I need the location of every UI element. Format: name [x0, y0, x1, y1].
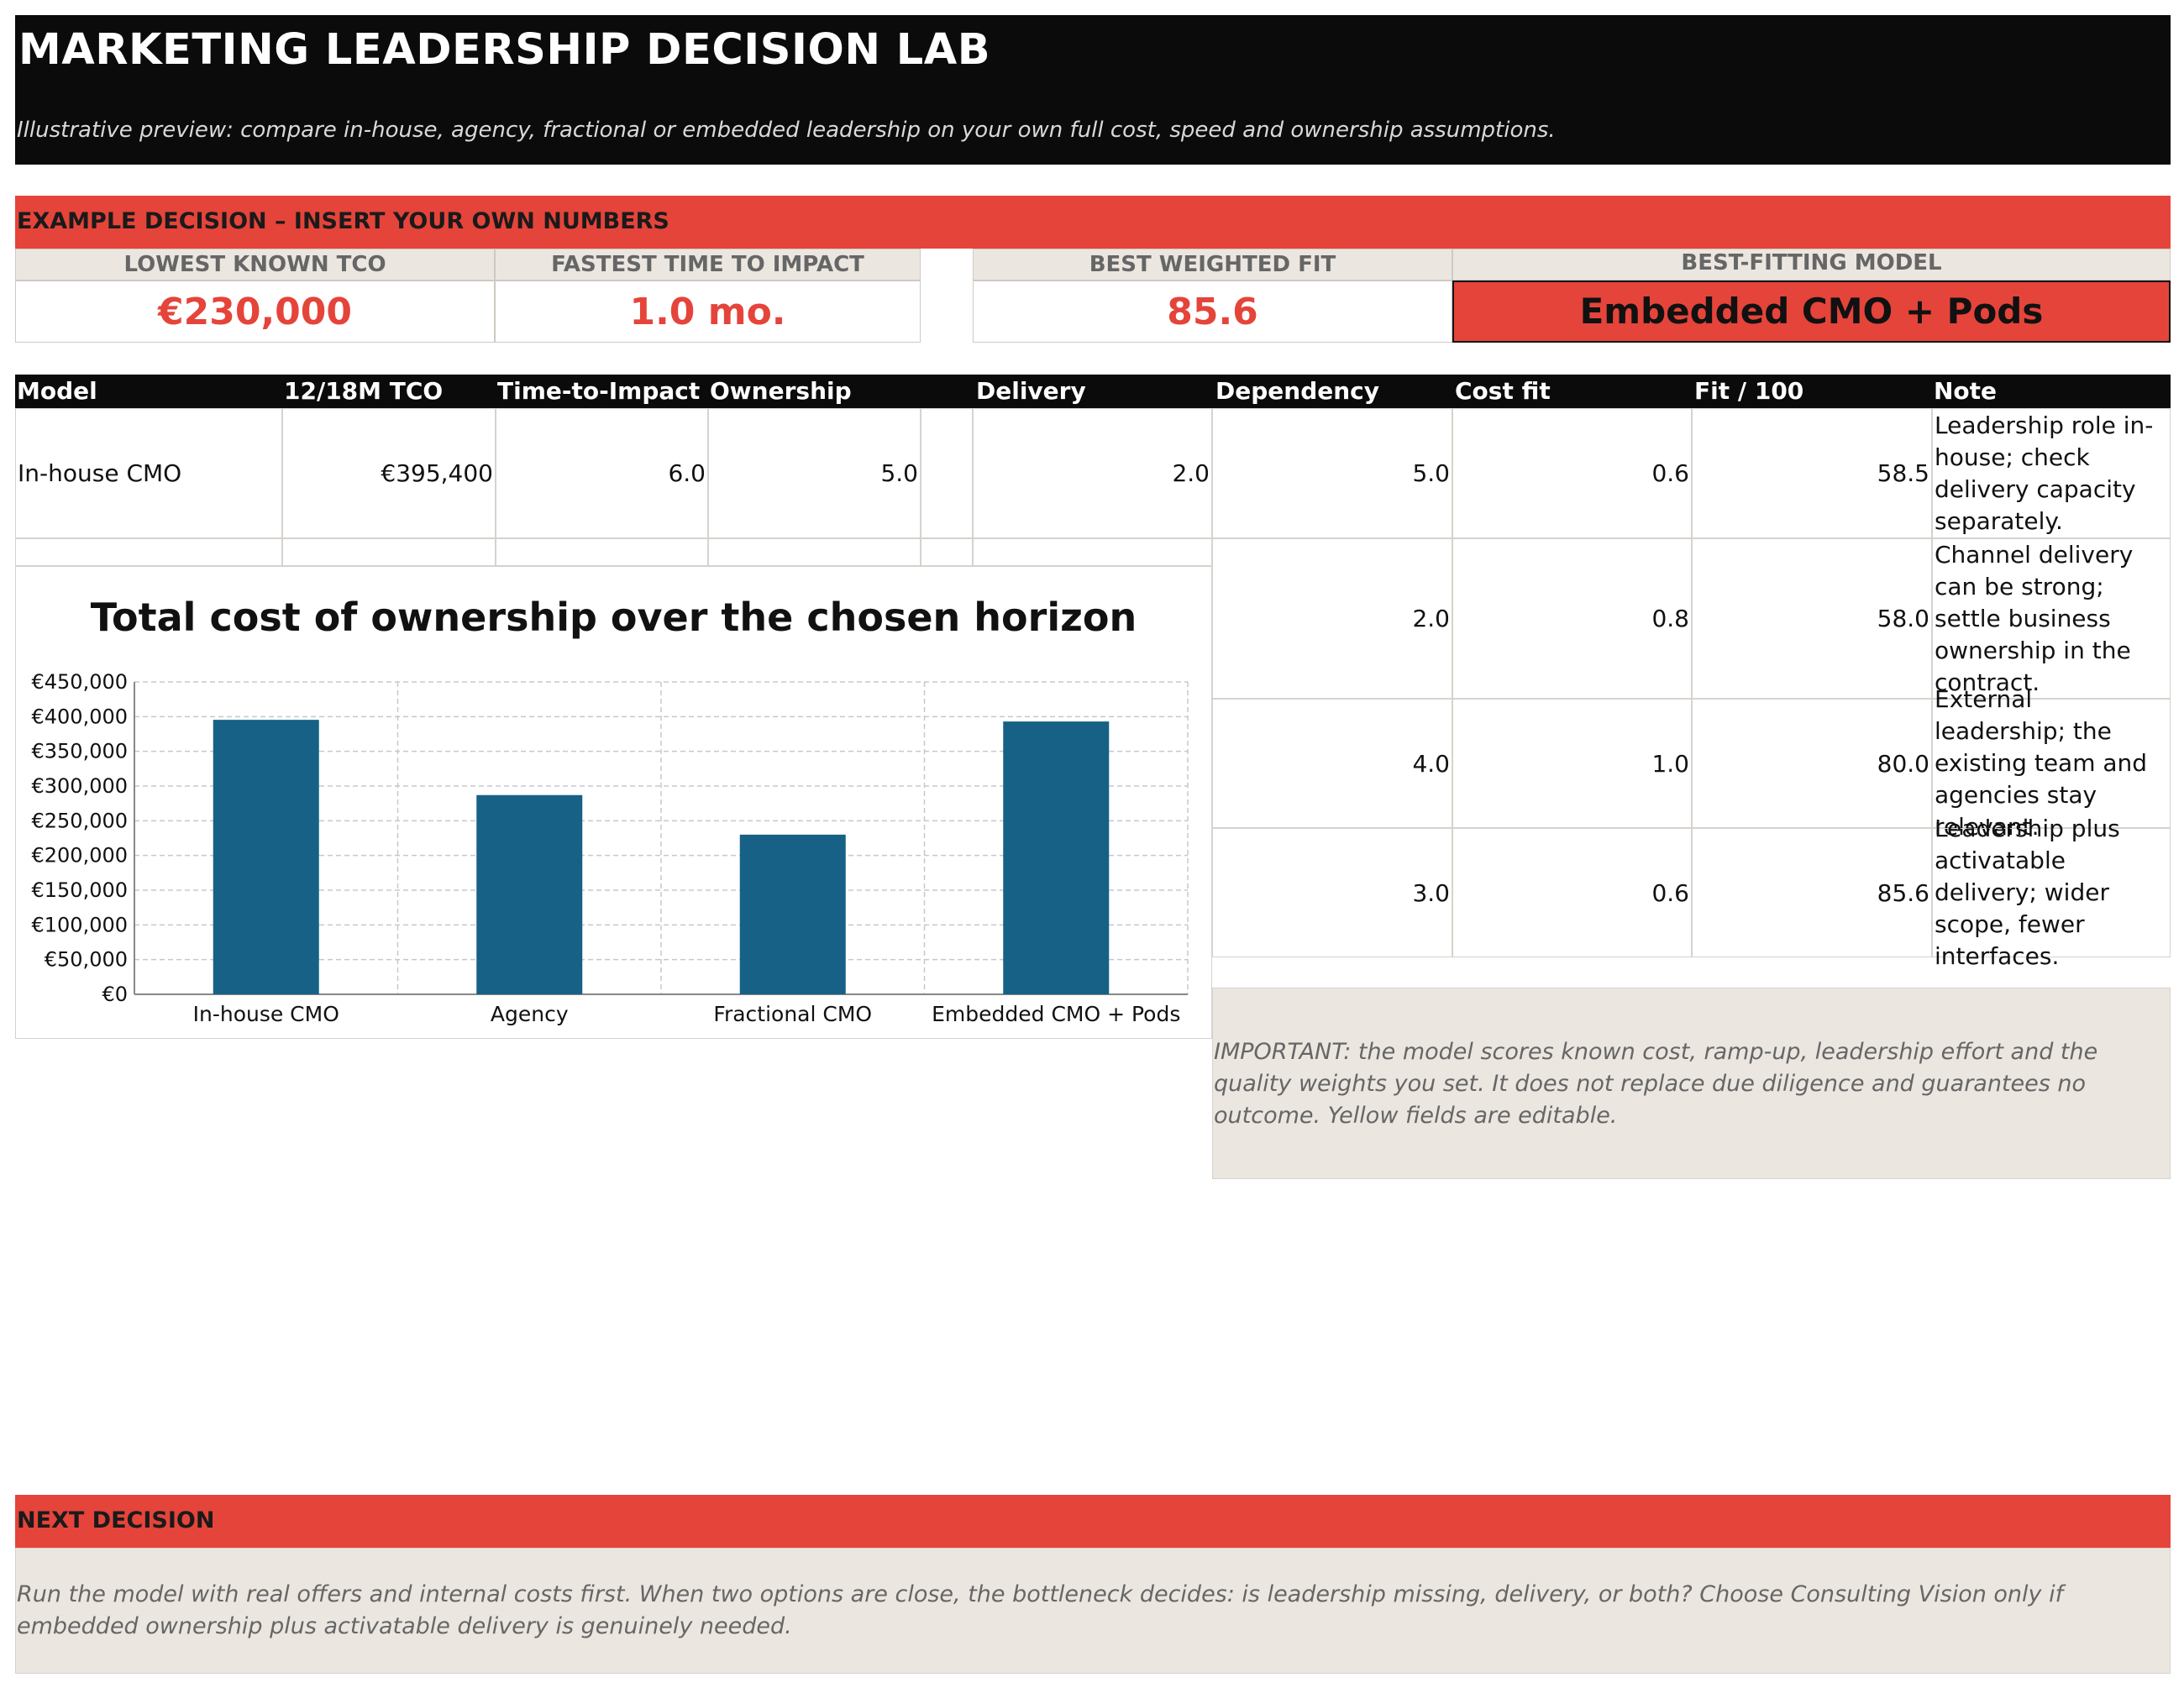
table-cell-empty: [708, 538, 921, 566]
table-header: [15, 375, 2171, 408]
table-cell-note[interactable]: External leadership; the existing team a…: [1932, 685, 2171, 841]
bar-fractional-cmo: [739, 834, 846, 994]
table-cell-empty: [921, 538, 973, 566]
col-model[interactable]: Model: [17, 377, 97, 405]
table-cell-empty: [973, 538, 1212, 566]
table-cell-cost-fit[interactable]: 0.8: [1452, 538, 1692, 699]
y-tick-label: €400,000: [31, 705, 128, 728]
page-title: MARKETING LEADERSHIP DECISION LAB: [18, 25, 991, 75]
y-tick-label: €250,000: [31, 809, 128, 832]
important-note-text: IMPORTANT: the model scores known cost, …: [1214, 1039, 2098, 1129]
y-tick-label: €100,000: [31, 913, 128, 936]
example-banner-label: EXAMPLE DECISION – INSERT YOUR OWN NUMBE…: [17, 208, 669, 234]
table-cell-cost-fit[interactable]: 0.6: [1452, 408, 1692, 538]
table-cell-fit[interactable]: 58.5: [1692, 408, 1932, 538]
kpi-best-model-label: BEST-FITTING MODEL: [1452, 249, 2171, 280]
next-decision-banner: [15, 1495, 2171, 1548]
bar-embedded-cmo-pods: [1003, 721, 1110, 994]
y-tick-label: €450,000: [31, 670, 128, 694]
bar-in-house-cmo: [213, 720, 319, 994]
table-cell-time[interactable]: 6.0: [496, 408, 708, 538]
table-cell-fit[interactable]: 85.6: [1692, 828, 1932, 957]
table-cell-dependency[interactable]: 4.0: [1212, 699, 1452, 828]
next-decision-panel: [15, 1548, 2171, 1674]
table-cell-empty: [282, 538, 496, 566]
kpi-best-fit-value[interactable]: 85.6: [973, 280, 1452, 343]
table-cell-note[interactable]: Leadership role in-house; check delivery…: [1932, 408, 2171, 538]
x-tick-label: In-house CMO: [193, 1002, 339, 1026]
table-cell-tco[interactable]: €395,400: [282, 408, 496, 538]
kpi-lowest-tco-label: LOWEST KNOWN TCO: [15, 249, 495, 280]
important-note-panel: [1212, 988, 2171, 1179]
table-cell-ownership[interactable]: 5.0: [708, 408, 921, 538]
kpi-fastest-time-value[interactable]: 1.0 mo.: [495, 280, 921, 343]
table-cell-spacer: [921, 408, 973, 538]
kpi-best-fit-label: BEST WEIGHTED FIT: [973, 249, 1452, 280]
y-tick-label: €0: [102, 983, 128, 1006]
table-cell-fit[interactable]: 58.0: [1692, 538, 1932, 699]
next-decision-label: NEXT DECISION: [17, 1507, 215, 1533]
table-cell-model[interactable]: In-house CMO: [15, 408, 282, 538]
col-note[interactable]: Note: [1934, 377, 1998, 405]
table-cell-dependency[interactable]: 2.0: [1212, 538, 1452, 699]
table-cell-delivery[interactable]: 2.0: [973, 408, 1212, 538]
table-cell-empty: [496, 538, 708, 566]
next-decision-text: Run the model with real offers and inter…: [17, 1581, 2064, 1639]
y-tick-label: €50,000: [45, 948, 128, 972]
y-tick-label: €300,000: [31, 774, 128, 798]
table-cell-empty: [15, 538, 282, 566]
col-dependency[interactable]: Dependency: [1215, 377, 1380, 405]
chart-title: Total cost of ownership over the chosen …: [90, 595, 1137, 640]
col-time-to-impact[interactable]: Time-to-Impact: [497, 377, 701, 405]
tco-bar-chart: €0 €50,000 €100,000 €150,000 €200,000 €250,00…: [31, 670, 1189, 1026]
kpi-best-model-value[interactable]: Embedded CMO + Pods: [1452, 280, 2171, 343]
y-tick-label: €200,000: [31, 844, 128, 868]
col-tco[interactable]: 12/18M TCO: [284, 377, 444, 405]
page-subtitle: Illustrative preview: compare in-house, …: [17, 118, 1556, 143]
col-fit[interactable]: Fit / 100: [1694, 377, 1804, 405]
table-cell-note[interactable]: Channel delivery can be strong; settle b…: [1932, 538, 2171, 699]
x-tick-label: Embedded CMO + Pods: [932, 1002, 1180, 1026]
col-ownership[interactable]: Ownership: [710, 377, 852, 405]
example-banner: [15, 196, 2171, 249]
x-tick-label: Agency: [491, 1002, 569, 1026]
y-tick-label: €350,000: [31, 740, 128, 763]
bar-agency: [476, 794, 583, 994]
header-bar: [15, 15, 2171, 165]
table-cell-dependency[interactable]: 3.0: [1212, 828, 1452, 957]
x-tick-label: Fractional CMO: [713, 1002, 872, 1026]
y-tick-label: €150,000: [31, 878, 128, 902]
kpi-lowest-tco-value[interactable]: €230,000: [15, 280, 495, 343]
table-cell-dependency[interactable]: 5.0: [1212, 408, 1452, 538]
table-cell-cost-fit[interactable]: 0.6: [1452, 828, 1692, 957]
table-cell-fit[interactable]: 80.0: [1692, 699, 1932, 828]
kpi-fastest-time-label: FASTEST TIME TO IMPACT: [495, 249, 921, 280]
table-cell-note[interactable]: Leadership plus activatable delivery; wi…: [1932, 815, 2171, 970]
col-delivery[interactable]: Delivery: [976, 377, 1086, 405]
table-cell-cost-fit[interactable]: 1.0: [1452, 699, 1692, 828]
col-cost-fit[interactable]: Cost fit: [1455, 377, 1551, 405]
